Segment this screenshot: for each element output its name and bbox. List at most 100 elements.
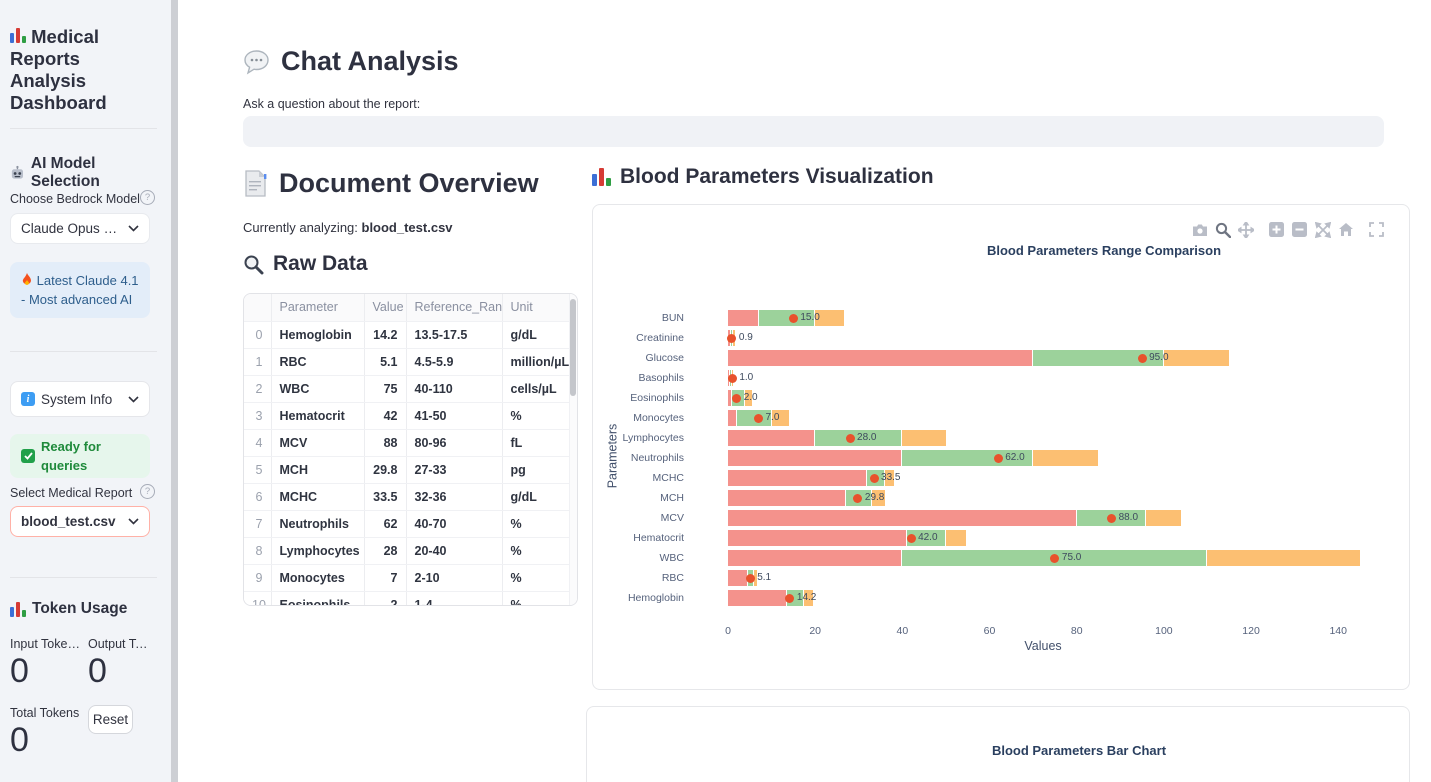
x-axis-tick: 140 — [1329, 625, 1347, 637]
table-cell: 6 — [244, 483, 272, 511]
help-icon[interactable]: ? — [140, 484, 155, 499]
above-range-segment — [1146, 510, 1182, 526]
metric-label-input-tokens: Input Tokens — [10, 637, 80, 651]
range-range-segment — [906, 530, 945, 546]
value-label: 62.0 — [1005, 452, 1025, 463]
range-bar[interactable]: 33.5 — [728, 470, 1401, 486]
document-icon — [245, 170, 267, 197]
value-label: 33.5 — [881, 472, 901, 483]
chevron-down-icon — [128, 518, 139, 525]
reset-axes-icon[interactable] — [1337, 221, 1354, 238]
help-icon[interactable]: ? — [140, 190, 155, 205]
range-bar[interactable]: 29.8 — [728, 490, 1401, 506]
report-select[interactable]: blood_test.csv — [10, 506, 150, 537]
speech-bubble-icon — [244, 49, 269, 75]
below-range-segment — [728, 470, 867, 486]
zoom-in-icon[interactable] — [1268, 221, 1285, 238]
x-axis-tick: 40 — [896, 625, 909, 637]
above-range-segment — [753, 570, 757, 586]
range-range-segment — [1033, 350, 1163, 366]
range-chart-plot[interactable]: BUN 15.0 Creatinine 0.9 Glucose 95.0 Basophils… — [593, 205, 1409, 689]
table-row: 0 Hemoglobin 14.2 13.5-17.5 g/dL — [244, 321, 571, 349]
range-bar[interactable]: 2.0 — [728, 390, 1401, 406]
report-selected: blood_test.csv — [21, 514, 116, 529]
table-cell: % — [502, 537, 571, 565]
category-label: Basophils — [638, 372, 684, 384]
table-scrollbar-thumb[interactable] — [570, 299, 576, 396]
table-cell: 28 — [364, 537, 407, 565]
autoscale-icon[interactable] — [1314, 221, 1331, 238]
range-bar[interactable]: 14.2 — [728, 590, 1401, 606]
range-bar[interactable]: 7.0 — [728, 410, 1401, 426]
above-range-segment — [804, 590, 813, 606]
camera-icon[interactable] — [1191, 221, 1208, 238]
range-bar[interactable]: 75.0 — [728, 550, 1401, 566]
value-marker-dot — [745, 573, 755, 583]
table-row: 7 Neutrophils 62 40-70% — [244, 510, 571, 538]
range-bar[interactable]: 0.9 — [727, 330, 1401, 346]
x-axis-tick: 80 — [1070, 625, 1083, 637]
pan-icon[interactable] — [1237, 221, 1254, 238]
table-scrollbar[interactable] — [569, 294, 577, 605]
table-cell: 7 — [364, 564, 407, 592]
x-axis-tick: 60 — [983, 625, 996, 637]
zoom-out-icon[interactable] — [1291, 221, 1308, 238]
range-bar[interactable]: 62.0 — [728, 450, 1401, 466]
bedrock-model-select[interactable]: Claude Opus 4.1... — [10, 213, 150, 244]
below-range-segment — [728, 510, 1076, 526]
table-cell: MCV — [271, 429, 365, 457]
value-marker-dot — [1107, 513, 1117, 523]
table-cell: 3 — [244, 402, 272, 430]
table-cell: 88 — [364, 429, 407, 457]
sidebar-scrollbar[interactable] — [171, 0, 178, 782]
range-bar[interactable]: 1.0 — [727, 370, 1401, 386]
category-label: Eosinophils — [630, 392, 684, 404]
currently-analyzing: Currently analyzing: blood_test.csv — [243, 220, 453, 235]
table-cell: 40-110 — [406, 375, 503, 403]
table-cell: 4.5-5.9 — [406, 348, 503, 376]
table-cell: 29.8 — [364, 456, 407, 484]
reset-button[interactable]: Reset — [88, 705, 133, 734]
range-bar[interactable]: 15.0 — [728, 310, 1401, 326]
below-range-segment — [728, 590, 786, 606]
range-bar[interactable]: 5.1 — [728, 570, 1401, 586]
range-chart-card: Blood Parameters Range Comparison BUN 15.… — [592, 204, 1410, 690]
below-range-segment — [728, 310, 758, 326]
range-bar[interactable]: 95.0 — [728, 350, 1401, 366]
zoom-icon[interactable] — [1214, 221, 1231, 238]
category-label: WBC — [659, 552, 685, 564]
divider — [10, 351, 157, 352]
below-range-segment — [728, 450, 902, 466]
bar-chart-icon — [10, 601, 26, 617]
status-badge: Ready for queries — [10, 434, 150, 478]
table-cell: % — [502, 510, 571, 538]
chat-question-input[interactable] — [243, 116, 1384, 147]
below-range-segment — [728, 430, 815, 446]
table-cell: 13.5-17.5 — [406, 321, 503, 349]
above-range-segment — [902, 430, 946, 446]
table-cell: 33.5 — [364, 483, 407, 511]
table-row: 6 MCHC 33.5 32-36 g/dL — [244, 483, 571, 511]
range-bar[interactable]: 28.0 — [728, 430, 1401, 446]
token-usage-heading: Token Usage — [10, 600, 159, 618]
y-axis-label: Parameters — [605, 423, 620, 489]
bar-chart-icon — [10, 28, 26, 43]
fullscreen-icon[interactable] — [1368, 221, 1385, 238]
metric-value-output-tokens: 0 — [88, 652, 107, 690]
range-bar[interactable]: 42.0 — [728, 530, 1401, 546]
table-cell: 27-33 — [406, 456, 503, 484]
value-marker-dot — [1137, 353, 1147, 363]
table-cell: % — [502, 402, 571, 430]
category-label: Hematocrit — [633, 532, 684, 544]
table-cell: MCHC — [271, 483, 365, 511]
system-info-expander[interactable]: i System Info — [10, 381, 150, 417]
category-label: MCV — [660, 512, 684, 524]
table-cell: g/dL — [502, 321, 571, 349]
raw-data-title: Raw Data — [243, 252, 368, 276]
range-bar[interactable]: 88.0 — [728, 510, 1401, 526]
table-row: 4 MCV 88 80-96 fL — [244, 429, 571, 457]
table-cell: % — [502, 564, 571, 592]
value-label: 5.1 — [757, 572, 772, 583]
category-label: Lymphocytes — [622, 432, 684, 444]
